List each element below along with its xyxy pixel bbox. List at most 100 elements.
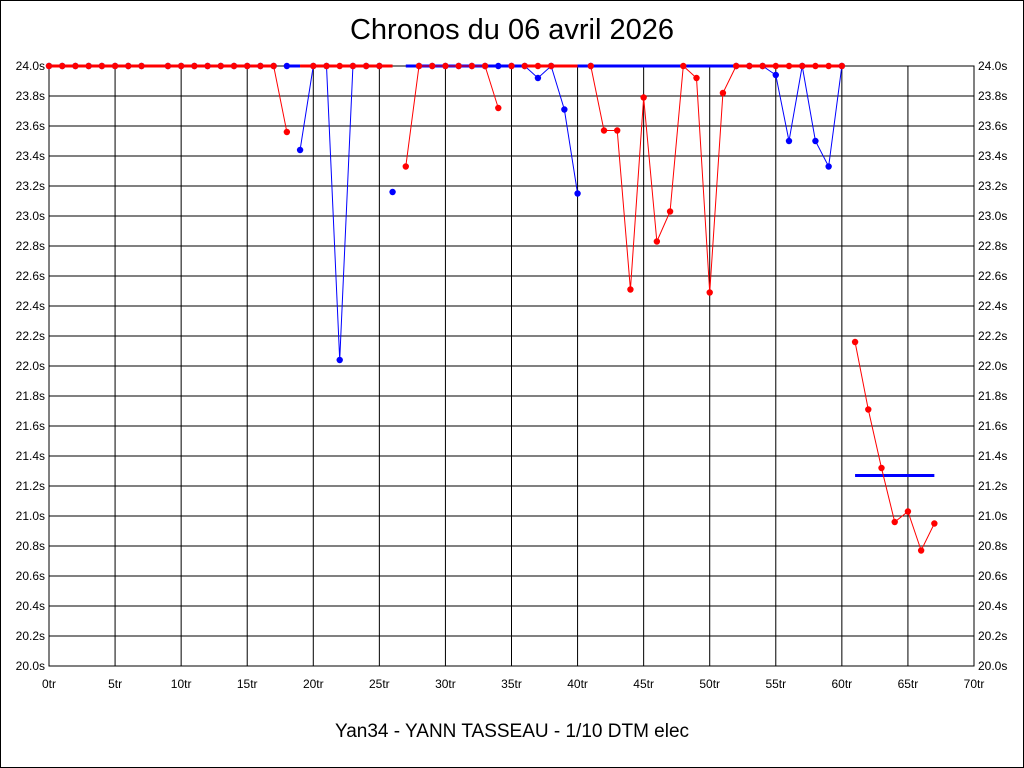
y-tick-label-right: 21.8s [978,389,1007,403]
y-tick-label-left: 21.6s [16,419,45,433]
data-point [666,208,674,215]
data-point [468,62,476,70]
y-tick-label-left: 20.8s [16,539,45,553]
data-point [283,128,291,136]
data-point [45,62,53,70]
data-point [336,62,343,70]
data-point [336,356,343,364]
data-point [865,406,872,413]
series-line [299,65,380,361]
y-tick-label-left: 21.0s [16,509,45,523]
data-point [799,62,806,70]
x-tick-label: 35tr [501,677,522,691]
y-tick-label-right: 23.2s [978,179,1007,193]
y-tick-label-right: 24.0s [978,59,1007,73]
data-point [785,137,793,145]
y-tick-label-left: 23.4s [16,149,45,163]
data-point [547,62,555,70]
data-point [296,146,304,154]
data-point [217,62,224,70]
chart-subtitle: Yan34 - YANN TASSEAU - 1/10 DTM elec [334,721,690,742]
y-tick-label-left: 20.0s [16,659,45,673]
data-point [534,62,542,70]
y-tick-label-right: 21.6s [978,419,1007,433]
y-tick-label-left: 20.6s [16,569,45,583]
data-point [362,62,370,70]
data-point [772,62,779,70]
data-point [587,62,594,70]
y-tick-label-right: 20.0s [978,659,1007,673]
data-point [111,62,119,70]
x-tick-label: 40tr [567,677,588,691]
data-point [283,62,291,70]
x-tick-label: 15tr [237,677,258,691]
y-tick-label-left: 21.8s [16,389,45,403]
x-tick-label: 20tr [303,677,324,691]
y-tick-label-left: 21.2s [16,479,45,493]
x-tick-label: 5tr [108,677,122,691]
x-tick-label: 60tr [832,677,853,691]
data-point [838,62,846,70]
y-tick-label-right: 22.4s [978,299,1007,313]
data-point [772,71,779,79]
data-point [759,62,766,70]
y-tick-label-left: 23.8s [16,89,45,103]
data-point [323,62,330,70]
data-point [257,62,264,70]
data-point [812,62,819,70]
data-point [191,62,198,70]
data-point [495,62,502,70]
y-tick-label-left: 22.2s [16,329,45,343]
x-tick-label: 70tr [964,677,985,691]
y-tick-label-right: 21.0s [978,509,1007,523]
y-tick-label-left: 21.4s [16,449,45,463]
y-tick-label-left: 22.8s [16,239,45,253]
x-tick-label: 50tr [699,677,720,691]
data-point [680,62,687,70]
y-tick-label-left: 22.4s [16,299,45,313]
y-tick-label-right: 23.0s [978,209,1007,223]
data-point [177,62,185,70]
y-tick-label-right: 22.2s [978,329,1007,343]
series-line [590,64,737,293]
y-tick-label-right: 23.8s [978,89,1007,103]
data-point [164,62,172,70]
y-tick-label-right: 20.8s [978,539,1007,553]
data-point [376,62,383,70]
y-tick-label-right: 21.4s [978,449,1007,463]
y-tick-label-right: 21.2s [978,479,1007,493]
data-point [746,62,753,70]
data-point [402,163,409,170]
data-point [495,104,502,112]
data-point [72,62,79,70]
y-tick-label-right: 20.6s [978,569,1007,583]
y-tick-label-left: 24.0s [16,59,45,73]
data-point [85,62,92,70]
y-tick-label-left: 22.6s [16,269,45,283]
y-tick-label-right: 20.4s [978,599,1007,613]
data-point [138,62,145,70]
y-tick-label-right: 23.4s [978,149,1007,163]
data-point [825,62,832,70]
data-point [310,62,317,70]
data-point [508,62,515,70]
data-point [429,62,436,70]
data-point [904,508,912,515]
data-point [481,62,489,70]
data-point [270,62,277,70]
data-point [640,94,647,101]
x-tick-label: 25tr [369,677,390,691]
data-point [455,62,462,70]
y-tick-label-right: 22.6s [978,269,1007,283]
y-tick-label-right: 22.8s [978,239,1007,253]
data-point [244,62,251,70]
data-point [627,286,634,293]
y-tick-label-right: 20.2s [978,629,1007,643]
data-point [389,188,396,196]
data-point [521,62,528,70]
data-point [732,62,740,70]
x-tick-label: 0tr [42,677,56,691]
data-point [917,547,925,554]
y-tick-label-left: 20.2s [16,629,45,643]
